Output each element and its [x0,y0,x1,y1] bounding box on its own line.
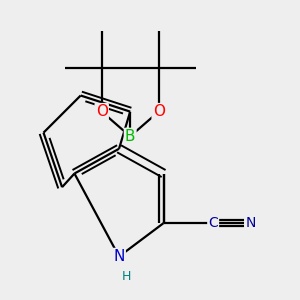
Text: N: N [245,216,256,230]
Text: B: B [125,129,135,144]
Text: C: C [208,216,218,230]
Text: O: O [153,104,165,119]
Text: N: N [113,249,125,264]
Text: O: O [96,104,108,119]
Text: H: H [122,270,131,283]
